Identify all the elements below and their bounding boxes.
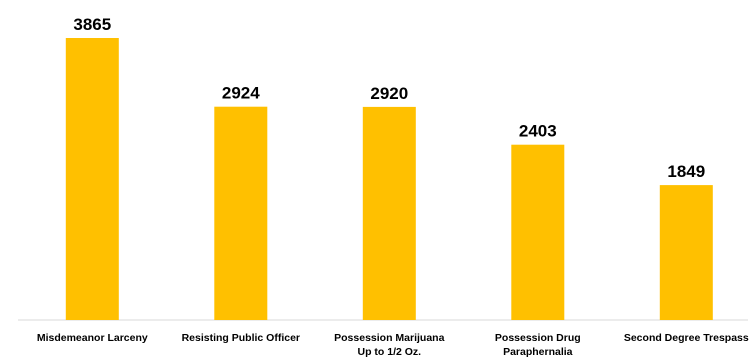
value-label-0: 3865 <box>73 15 111 34</box>
bar-1 <box>214 106 268 320</box>
value-label-3: 2403 <box>519 122 557 141</box>
category-label-0: Misdemeanor Larceny <box>37 332 148 344</box>
bar-0 <box>65 38 119 320</box>
value-label-1: 2924 <box>222 84 260 103</box>
category-label-3-line-1: Paraphernalia <box>503 346 573 358</box>
category-label-1: Resisting Public Officer <box>182 332 300 344</box>
bar-4 <box>659 185 713 320</box>
category-label-4: Second Degree Trespass <box>624 332 749 344</box>
bar-3 <box>511 144 565 320</box>
category-label-2-line-1: Up to 1/2 Oz. <box>358 346 422 358</box>
value-label-2: 2920 <box>370 84 408 103</box>
value-label-4: 1849 <box>667 162 705 181</box>
category-label-3-line-0: Possession Drug <box>495 332 581 344</box>
category-labels-group: Misdemeanor Larceny Resisting Public Offi… <box>37 332 749 358</box>
bars-group <box>65 38 713 321</box>
category-label-2-line-0: Possession Marijuana <box>334 332 444 344</box>
value-labels-group: 3865 2924 2920 2403 1849 <box>73 15 705 181</box>
bar-2 <box>362 106 416 321</box>
